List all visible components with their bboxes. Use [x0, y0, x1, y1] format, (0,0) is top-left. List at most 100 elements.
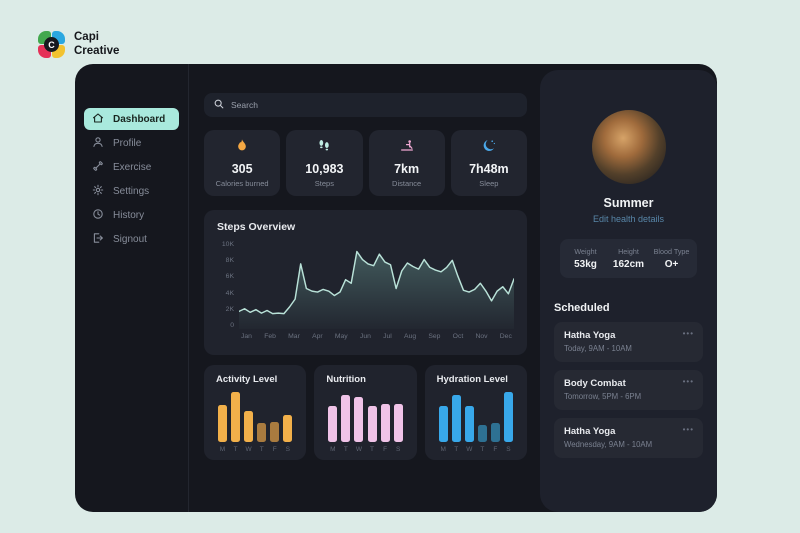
sidebar-item-settings[interactable]: Settings [84, 180, 179, 202]
home-icon [92, 112, 104, 127]
day-label: M [219, 446, 226, 453]
scheduled-item-time: Today, 9AM - 10AM [564, 344, 632, 353]
stat-card-calories: 305 Calories burned [204, 130, 281, 196]
day-label: W [355, 446, 363, 453]
stat-label: Calories burned [215, 179, 269, 188]
stat-value: 10,983 [305, 162, 344, 176]
scheduled-item-2[interactable]: Body Combat Tomorrow, 5PM - 6PM ••• [554, 370, 703, 410]
ellipsis-menu-icon[interactable]: ••• [682, 329, 694, 338]
bar [244, 411, 254, 442]
search-input[interactable] [231, 100, 517, 110]
footprints-icon [316, 138, 332, 159]
y-tick: 6K [225, 273, 234, 281]
search-icon [214, 96, 224, 114]
steps-overview-card: Steps Overview 10K 8K 6K 4K 2K 0 Jan Feb Mar Apr… [204, 210, 527, 355]
metric-weight: Weight 53kg [564, 247, 607, 270]
bar [451, 394, 461, 442]
bar [393, 404, 403, 442]
sidebar-item-label: Dashboard [113, 113, 166, 125]
day-label: W [466, 446, 473, 453]
bar [341, 394, 351, 442]
x-tick: Jul [383, 333, 392, 340]
x-tick: Apr [312, 333, 323, 340]
sidebar-item-signout[interactable]: Signout [84, 228, 179, 250]
bar [283, 414, 293, 442]
x-tick: Jun [359, 333, 371, 340]
search-bar[interactable] [204, 93, 527, 117]
sidebar-item-dashboard[interactable]: Dashboard [84, 108, 179, 130]
stat-label: Sleep [479, 179, 499, 188]
day-label: F [383, 446, 388, 453]
metric-label: Height [618, 247, 639, 256]
profile-name: Summer [603, 196, 654, 210]
bar [354, 397, 364, 442]
stat-value: 7km [394, 162, 420, 176]
bar [257, 423, 267, 442]
bar [380, 404, 390, 442]
day-label: T [370, 446, 374, 453]
dumbbell-icon [92, 160, 104, 175]
x-tick: Nov [475, 333, 488, 340]
day-label: F [493, 446, 498, 453]
stat-card-sleep: 7h48m Sleep [450, 130, 527, 196]
ellipsis-menu-icon[interactable]: ••• [682, 377, 694, 386]
brand-monogram: C [44, 37, 59, 52]
metric-label: Blood Type [653, 247, 690, 256]
sidebar-nav: Dashboard Profile Exercise Settings Hist… [75, 108, 188, 251]
stat-value: 305 [231, 162, 253, 176]
edit-health-details-link[interactable]: Edit health details [592, 214, 665, 224]
scheduled-title: Scheduled [554, 302, 610, 314]
steps-line-chart [239, 250, 514, 329]
nutrition-title: Nutrition [326, 374, 366, 385]
metric-label: Weight [574, 247, 597, 256]
activity-level-title: Activity Level [216, 374, 278, 385]
brand-name: Capi Creative [74, 31, 120, 57]
scheduled-item-time: Tomorrow, 5PM - 6PM [564, 392, 642, 401]
sidebar: Dashboard Profile Exercise Settings Hist… [75, 64, 189, 512]
bar [490, 423, 500, 442]
bar [438, 406, 448, 442]
y-tick: 0 [230, 321, 234, 329]
scheduled-item-title: Hatha Yoga [564, 330, 616, 341]
scheduled-section: Scheduled Hatha Yoga Today, 9AM - 10AM •… [554, 302, 703, 458]
brand-logo: C Capi Creative [38, 31, 119, 58]
ellipsis-menu-icon[interactable]: ••• [682, 425, 694, 434]
metric-blood-type: Blood Type O+ [650, 247, 693, 270]
sidebar-item-label: Exercise [113, 161, 152, 173]
profile-panel: Summer Edit health details Weight 53kg H… [540, 70, 717, 512]
steps-chart: 10K 8K 6K 4K 2K 0 [217, 241, 514, 329]
sidebar-item-exercise[interactable]: Exercise [84, 156, 179, 178]
day-label: M [330, 446, 336, 453]
day-label: W [245, 446, 252, 453]
bar [328, 406, 338, 442]
day-label: S [285, 446, 290, 453]
moon-icon [481, 138, 497, 159]
user-icon [92, 136, 104, 151]
stat-label: Steps [314, 179, 334, 188]
day-label: T [233, 446, 238, 453]
scheduled-item-3[interactable]: Hatha Yoga Wednesday, 9AM - 10AM ••• [554, 418, 703, 458]
day-label: T [454, 446, 459, 453]
bar [477, 424, 487, 442]
y-tick: 8K [225, 257, 234, 265]
health-metrics: Weight 53kg Height 162cm Blood Type O+ [560, 239, 697, 278]
bar [503, 392, 513, 442]
stat-label: Distance [392, 179, 422, 188]
stat-card-steps: 10,983 Steps [286, 130, 363, 196]
sidebar-item-label: Settings [113, 185, 150, 197]
scheduled-item-1[interactable]: Hatha Yoga Today, 9AM - 10AM ••• [554, 322, 703, 362]
sidebar-item-history[interactable]: History [84, 204, 179, 226]
sidebar-item-profile[interactable]: Profile [84, 132, 179, 154]
bars [437, 392, 515, 442]
y-axis-labels: 10K 8K 6K 4K 2K 0 [217, 241, 239, 329]
flame-icon [234, 138, 250, 159]
bar [367, 406, 377, 442]
signout-icon [92, 232, 104, 247]
scheduled-item-title: Body Combat [564, 378, 626, 389]
metric-value: 53kg [574, 259, 597, 270]
stats-row: 305 Calories burned 10,983 Steps 7km Dis… [204, 130, 527, 196]
